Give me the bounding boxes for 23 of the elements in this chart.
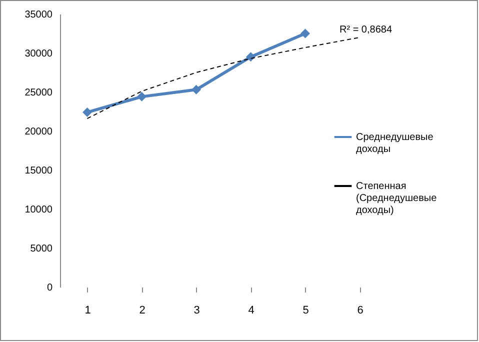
point bbox=[82, 108, 92, 118]
point bbox=[137, 92, 146, 102]
x-tick-label: 4 bbox=[248, 304, 254, 316]
x-tick-label: 1 bbox=[84, 304, 91, 316]
annotation: R² = 0,8684 bbox=[339, 24, 392, 36]
point bbox=[246, 52, 256, 62]
point bbox=[192, 84, 201, 94]
x-tick-label: 3 bbox=[194, 304, 200, 316]
y-tick-label: 20000 bbox=[24, 126, 53, 138]
y-tick-label: 30000 bbox=[24, 48, 53, 60]
y-tick-label: 35000 bbox=[24, 10, 53, 20]
y-tick-label: 10000 bbox=[24, 204, 53, 216]
y-tick-label: 15000 bbox=[24, 166, 53, 176]
legend-label: Степенная (Среднедушевые доходы) bbox=[356, 181, 438, 216]
x-tick-label: 5 bbox=[302, 304, 309, 316]
y-tick-label: 0 bbox=[46, 282, 53, 294]
point bbox=[300, 28, 310, 38]
x-tick-label: 6 bbox=[357, 304, 364, 316]
x-tick-label: 2 bbox=[139, 304, 146, 316]
line-series bbox=[86, 36, 360, 120]
y-tick-label: 5000 bbox=[30, 244, 53, 254]
legend-label: Среднедушевые доходы bbox=[356, 132, 434, 155]
y-tick-label: 25000 bbox=[24, 88, 53, 98]
